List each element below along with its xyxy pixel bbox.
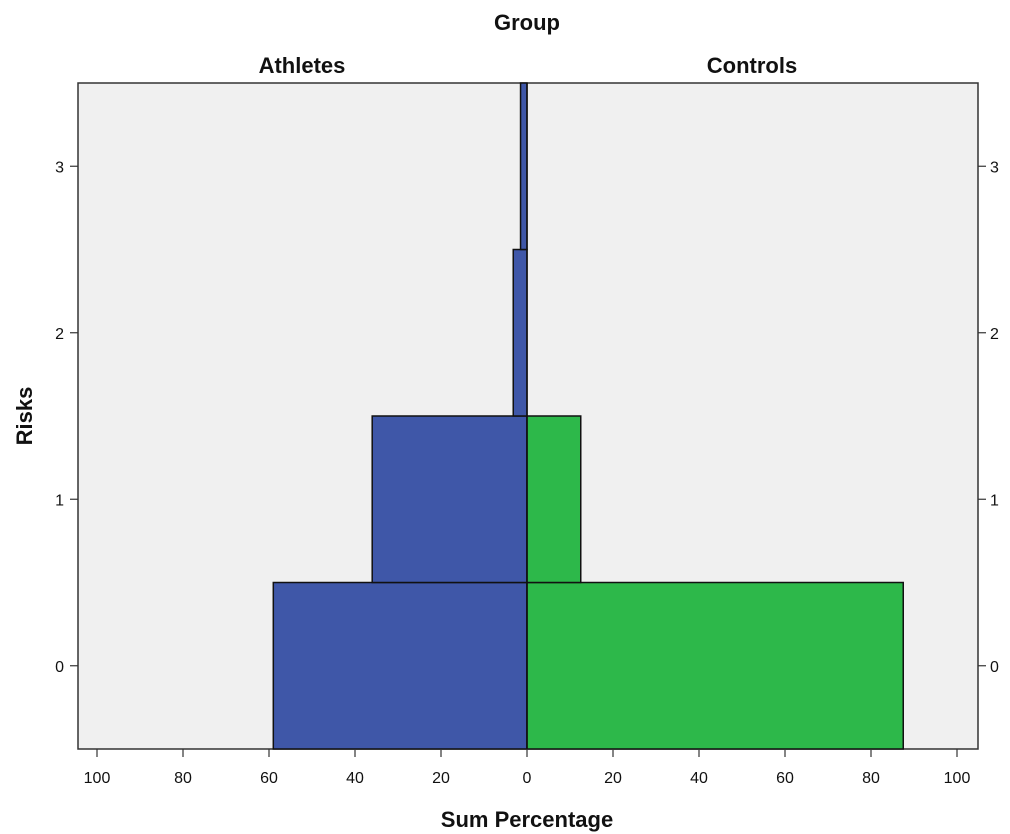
bar-controls-1 [526, 415, 582, 584]
y-tick-label-left: 2 [55, 326, 64, 343]
x-tick-label: 0 [523, 770, 532, 787]
y-tick-label-right: 3 [990, 159, 999, 176]
bar-athletes-2 [512, 248, 528, 417]
panel-label-athletes: Athletes [259, 53, 346, 78]
y-tick-label-right: 1 [990, 492, 999, 509]
x-tick-label: 60 [260, 770, 278, 787]
y-tick-label-left: 1 [55, 492, 64, 509]
bar-athletes-3 [519, 82, 528, 251]
x-tick-label: 20 [432, 770, 450, 787]
y-tick-label-right: 0 [990, 659, 999, 676]
x-tick-label: 80 [174, 770, 192, 787]
panel-label-controls: Controls [707, 53, 797, 78]
chart-title: Group [494, 10, 560, 35]
y-axis-label: Risks [12, 387, 37, 446]
x-tick-label: 40 [690, 770, 708, 787]
bar-athletes-1 [371, 415, 528, 584]
bar-athletes-0 [272, 581, 528, 750]
y-tick-label-left: 3 [55, 159, 64, 176]
x-tick-label: 100 [944, 770, 971, 787]
x-tick-label: 60 [776, 770, 794, 787]
y-tick-label-left: 0 [55, 659, 64, 676]
x-axis-label: Sum Percentage [441, 807, 613, 832]
x-tick-label: 100 [84, 770, 111, 787]
bar-controls-0 [526, 581, 904, 750]
x-tick-label: 20 [604, 770, 622, 787]
x-tick-label: 80 [862, 770, 880, 787]
x-tick-label: 40 [346, 770, 364, 787]
y-tick-label-right: 2 [990, 326, 999, 343]
